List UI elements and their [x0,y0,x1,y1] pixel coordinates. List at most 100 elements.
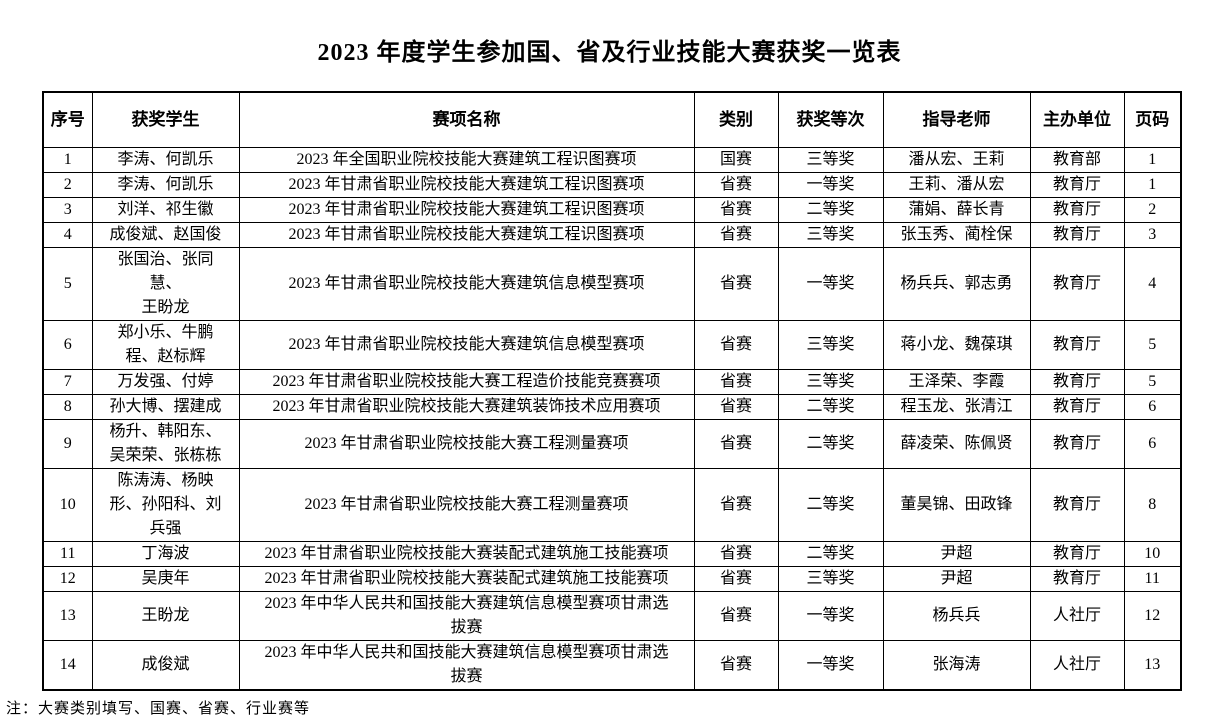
cell-seq: 3 [42,197,93,223]
cell-competition: 2023 年甘肃省职业院校技能大赛装配式建筑施工技能赛项 [238,541,695,567]
table-row: 7 万发强、付婷 2023 年甘肃省职业院校技能大赛工程造价技能竞赛赛项 省赛 三等奖王… [42,369,1182,395]
cell-competition: 2023 年甘肃省职业院校技能大赛工程测量赛项 [238,468,695,542]
cell-award-level: 二等奖 [777,541,884,567]
cell-competition: 2023 年甘肃省职业院校技能大赛工程造价技能竞赛赛项 [238,369,695,395]
cell-students: 李涛、何凯乐 [91,172,240,198]
cell-award-level: 一等奖 [777,591,884,641]
cell-instructors: 张玉秀、蔺栓保 [882,222,1031,248]
cell-competition: 2023 年中华人民共和国技能大赛建筑信息模型赛项甘肃选 拔赛 [238,640,695,691]
cell-instructors: 潘从宏、王莉 [882,147,1031,173]
cell-page: 2 [1123,197,1182,223]
cell-organizer: 教育厅 [1029,468,1125,542]
cell-competition: 2023 年甘肃省职业院校技能大赛工程测量赛项 [238,419,695,469]
table-row: 5 张国治、张同 慧、 王盼龙 2023 年甘肃省职业院校技能大赛建筑信息模型赛项省… [42,247,1182,321]
cell-award-level: 三等奖 [777,147,884,173]
cell-seq: 9 [42,419,93,469]
cell-organizer: 教育厅 [1029,566,1125,592]
cell-category: 省赛 [693,197,779,223]
cell-instructors: 王泽荣、李霞 [882,369,1031,395]
header-students: 获奖学生 [91,91,240,148]
cell-students: 王盼龙 [91,591,240,641]
cell-seq: 10 [42,468,93,542]
cell-competition: 2023 年甘肃省职业院校技能大赛装配式建筑施工技能赛项 [238,566,695,592]
cell-seq: 4 [42,222,93,248]
cell-category: 省赛 [693,394,779,420]
table-row: 9 杨升、韩阳东、 吴荣荣、张栋栋 2023 年甘肃省职业院校技能大赛工程测量赛项省… [42,419,1182,469]
header-category: 类别 [693,91,779,148]
cell-students: 陈涛涛、杨映 形、孙阳科、刘 兵强 [91,468,240,542]
cell-category: 省赛 [693,222,779,248]
cell-category: 省赛 [693,640,779,691]
cell-organizer: 教育厅 [1029,172,1125,198]
table-header: 序号 获奖学生 赛项名称 类别 获奖等次 指导老师 主办单位 页码 [42,91,1182,148]
cell-award-level: 三等奖 [777,222,884,248]
cell-category: 省赛 [693,419,779,469]
cell-competition: 2023 年甘肃省职业院校技能大赛建筑装饰技术应用赛项 [238,394,695,420]
cell-award-level: 一等奖 [777,172,884,198]
cell-organizer: 教育厅 [1029,394,1125,420]
cell-award-level: 一等奖 [777,247,884,321]
cell-page: 4 [1123,247,1182,321]
cell-competition: 2023 年甘肃省职业院校技能大赛建筑工程识图赛项 [238,197,695,223]
footnote: 注：大赛类别填写、国赛、省赛、行业赛等 [6,701,311,716]
cell-instructors: 尹超 [882,541,1031,567]
cell-seq: 5 [42,247,93,321]
header-row: 序号 获奖学生 赛项名称 类别 获奖等次 指导老师 主办单位 页码 [42,91,1182,148]
cell-students: 张国治、张同 慧、 王盼龙 [91,247,240,321]
cell-award-level: 二等奖 [777,394,884,420]
table-row: 10 陈涛涛、杨映 形、孙阳科、刘 兵强 2023 年甘肃省职业院校技能大赛工程测量… [42,468,1182,542]
header-award-level: 获奖等次 [777,91,884,148]
cell-instructors: 薛凌荣、陈佩贤 [882,419,1031,469]
cell-students: 郑小乐、牛鹏 程、赵标辉 [91,320,240,370]
cell-category: 省赛 [693,172,779,198]
cell-organizer: 教育厅 [1029,541,1125,567]
cell-seq: 2 [42,172,93,198]
cell-organizer: 教育厅 [1029,369,1125,395]
cell-page: 3 [1123,222,1182,248]
cell-seq: 13 [42,591,93,641]
cell-award-level: 二等奖 [777,419,884,469]
table-row: 11 丁海波 2023 年甘肃省职业院校技能大赛装配式建筑施工技能赛项 省赛 二等奖 尹超… [42,541,1182,567]
cell-seq: 12 [42,566,93,592]
cell-competition: 2023 年甘肃省职业院校技能大赛建筑信息模型赛项 [238,320,695,370]
cell-instructors: 蒋小龙、魏葆琪 [882,320,1031,370]
cell-students: 李涛、何凯乐 [91,147,240,173]
cell-organizer: 人社厅 [1029,591,1125,641]
cell-instructors: 王莉、潘从宏 [882,172,1031,198]
cell-category: 省赛 [693,247,779,321]
cell-students: 吴庚年 [91,566,240,592]
cell-students: 杨升、韩阳东、 吴荣荣、张栋栋 [91,419,240,469]
cell-seq: 1 [42,147,93,173]
table-row: 2 李涛、何凯乐 2023 年甘肃省职业院校技能大赛建筑工程识图赛项 省赛 一等奖 王莉、… [42,172,1182,198]
cell-competition: 2023 年甘肃省职业院校技能大赛建筑信息模型赛项 [238,247,695,321]
cell-instructors: 尹超 [882,566,1031,592]
cell-seq: 14 [42,640,93,691]
cell-category: 省赛 [693,591,779,641]
table-row: 3 刘洋、祁生徽 2023 年甘肃省职业院校技能大赛建筑工程识图赛项 省赛 二等奖 蒲娟、… [42,197,1182,223]
cell-instructors: 程玉龙、张清江 [882,394,1031,420]
cell-award-level: 二等奖 [777,197,884,223]
cell-award-level: 三等奖 [777,369,884,395]
cell-page: 5 [1123,320,1182,370]
cell-page: 5 [1123,369,1182,395]
cell-students: 丁海波 [91,541,240,567]
cell-competition: 2023 年全国职业院校技能大赛建筑工程识图赛项 [238,147,695,173]
cell-category: 省赛 [693,320,779,370]
cell-category: 省赛 [693,468,779,542]
header-organizer: 主办单位 [1029,91,1125,148]
cell-award-level: 二等奖 [777,468,884,542]
table-row: 14 成俊斌 2023 年中华人民共和国技能大赛建筑信息模型赛项甘肃选 拔赛 省赛 一等… [42,640,1182,691]
page-title: 2023 年度学生参加国、省及行业技能大赛获奖一览表 [317,40,902,66]
cell-instructors: 张海涛 [882,640,1031,691]
table-body: 1 李涛、何凯乐 2023 年全国职业院校技能大赛建筑工程识图赛项 国赛 三等奖 潘从宏、… [42,147,1182,691]
header-seq: 序号 [42,91,93,148]
cell-award-level: 一等奖 [777,640,884,691]
table-row: 1 李涛、何凯乐 2023 年全国职业院校技能大赛建筑工程识图赛项 国赛 三等奖 潘从宏、… [42,147,1182,173]
cell-competition: 2023 年甘肃省职业院校技能大赛建筑工程识图赛项 [238,172,695,198]
cell-organizer: 教育厅 [1029,320,1125,370]
awards-table: 序号 获奖学生 赛项名称 类别 获奖等次 指导老师 主办单位 页码 1 李涛、何凯… [42,91,1182,691]
header-instructors: 指导老师 [882,91,1031,148]
cell-instructors: 杨兵兵 [882,591,1031,641]
cell-instructors: 蒲娟、薛长青 [882,197,1031,223]
